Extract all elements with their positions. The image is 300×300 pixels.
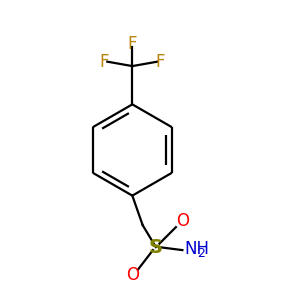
Text: O: O xyxy=(176,212,189,230)
Text: S: S xyxy=(149,238,163,257)
Text: F: F xyxy=(100,53,109,71)
Text: O: O xyxy=(126,266,139,284)
Text: NH: NH xyxy=(185,240,210,258)
Text: 2: 2 xyxy=(197,247,205,260)
Text: F: F xyxy=(156,53,165,71)
Text: F: F xyxy=(128,35,137,53)
